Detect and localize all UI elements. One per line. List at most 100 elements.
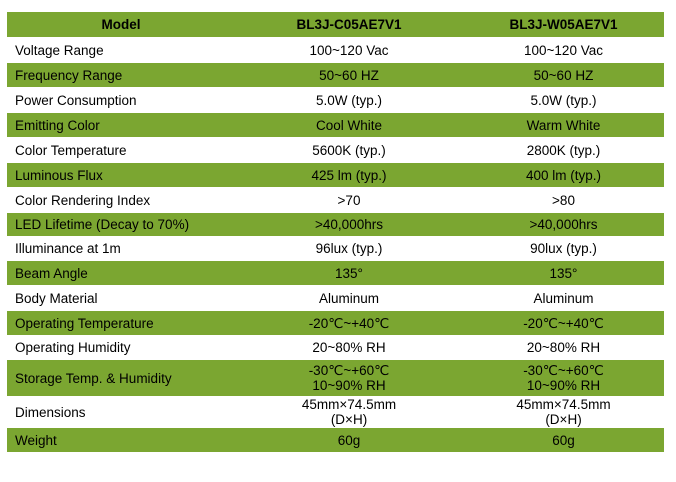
value-line: 5600K (typ.) xyxy=(312,142,386,158)
row-value-model-2: 45mm×74.5mm (D×H) xyxy=(463,396,664,428)
value-line: 100~120 Vac xyxy=(309,42,389,58)
value-line: 100~120 Vac xyxy=(524,42,603,58)
value-line: 10~90% RH xyxy=(312,378,386,393)
header-model: Model xyxy=(7,12,235,38)
row-label: Emitting Color xyxy=(7,112,235,138)
table-row: Body Material Aluminum Aluminum xyxy=(7,285,664,311)
spec-table: Model BL3J-C05AE7V1 BL3J-W05AE7V1 Voltag… xyxy=(7,12,664,453)
value-line: 10~90% RH xyxy=(526,378,601,393)
table-row: LED Lifetime (Decay to 70%) >40,000hrs >40… xyxy=(7,212,664,237)
row-value-model-2: 135° xyxy=(463,260,664,286)
row-value-model-2: 2800K (typ.) xyxy=(463,137,664,163)
value-line: 45mm×74.5mm xyxy=(301,397,397,412)
table-row: Illuminance at 1m 96lux (typ.) 90lux (typ.… xyxy=(7,236,664,261)
value-line: >70 xyxy=(337,192,361,208)
value-line: 50~60 HZ xyxy=(533,67,594,83)
value-line: 60g xyxy=(552,432,575,448)
row-value-model-2: -30℃~+60℃ 10~90% RH xyxy=(463,359,664,397)
value-line: -20℃~+40℃ xyxy=(308,315,390,331)
value-line: Aluminum xyxy=(318,290,380,306)
row-label: Luminous Flux xyxy=(7,162,235,188)
table-row: Storage Temp. & Humidity -30℃~+60℃ 10~90% … xyxy=(7,359,664,397)
row-label: Voltage Range xyxy=(7,37,235,63)
table-row: Color Temperature 5600K (typ.) 2800K (typ.… xyxy=(7,137,664,163)
value-line: 50~60 HZ xyxy=(319,67,379,83)
row-value-model-1: Cool White xyxy=(235,112,463,138)
row-value-model-2: 50~60 HZ xyxy=(463,62,664,88)
value-line: -20℃~+40℃ xyxy=(523,315,604,331)
row-label: Operating Humidity xyxy=(7,335,235,360)
value-line: 400 lm (typ.) xyxy=(525,167,602,183)
row-value-model-1: >70 xyxy=(235,187,463,213)
table-row: Dimensions 45mm×74.5mm (D×H) 45mm×74.5mm (D×… xyxy=(7,396,664,428)
value-line: Warm White xyxy=(526,117,601,133)
value-line: (D×H) xyxy=(330,412,368,427)
table-header-row: Model BL3J-C05AE7V1 BL3J-W05AE7V1 xyxy=(7,12,664,38)
value-line: >40,000hrs xyxy=(315,217,383,232)
row-value-model-2: 90lux (typ.) xyxy=(463,236,664,261)
row-value-model-2: 20~80% RH xyxy=(463,335,664,360)
value-line: -30℃~+60℃ xyxy=(308,363,390,378)
row-value-model-2: Warm White xyxy=(463,112,664,138)
row-label: Weight xyxy=(7,427,235,453)
value-line: 20~80% RH xyxy=(526,340,601,355)
value-line: 96lux (typ.) xyxy=(315,241,383,256)
value-line: Cool White xyxy=(315,117,383,133)
row-value-model-1: 45mm×74.5mm (D×H) xyxy=(235,396,463,428)
value-line: 20~80% RH xyxy=(312,340,386,355)
table-row: Voltage Range 100~120 Vac 100~120 Vac xyxy=(7,37,664,63)
row-value-model-1: 135° xyxy=(235,260,463,286)
row-value-model-2: Aluminum xyxy=(463,285,664,311)
value-line: 5.0W (typ.) xyxy=(315,92,382,108)
row-label: Beam Angle xyxy=(7,260,235,286)
row-label: Storage Temp. & Humidity xyxy=(7,359,235,397)
value-line: 60g xyxy=(337,432,361,448)
row-value-model-1: -30℃~+60℃ 10~90% RH xyxy=(235,359,463,397)
row-value-model-2: 60g xyxy=(463,427,664,453)
table-row: Weight 60g 60g xyxy=(7,427,664,453)
value-line: 135° xyxy=(549,265,578,281)
row-value-model-1: 100~120 Vac xyxy=(235,37,463,63)
table-row: Operating Humidity 20~80% RH 20~80% RH xyxy=(7,335,664,360)
row-value-model-2: >40,000hrs xyxy=(463,212,664,237)
value-line: >80 xyxy=(552,192,575,208)
row-value-model-2: 5.0W (typ.) xyxy=(463,87,664,113)
row-value-model-1: >40,000hrs xyxy=(235,212,463,237)
table-row: Luminous Flux 425 lm (typ.) 400 lm (typ.) xyxy=(7,162,664,188)
row-label: Power Consumption xyxy=(7,87,235,113)
table-body: Voltage Range 100~120 Vac 100~120 Vac Frequ… xyxy=(7,37,664,453)
row-label: Frequency Range xyxy=(7,62,235,88)
value-line: -30℃~+60℃ xyxy=(523,363,604,378)
table-row: Color Rendering Index >70 >80 xyxy=(7,187,664,213)
table-row: Frequency Range 50~60 HZ 50~60 HZ xyxy=(7,62,664,88)
value-line: >40,000hrs xyxy=(529,217,598,232)
header-model-2: BL3J-W05AE7V1 xyxy=(463,12,664,38)
row-value-model-1: 60g xyxy=(235,427,463,453)
value-line: 5.0W (typ.) xyxy=(530,92,597,108)
table-row: Power Consumption 5.0W (typ.) 5.0W (typ.) xyxy=(7,87,664,113)
row-value-model-1: 425 lm (typ.) xyxy=(235,162,463,188)
row-label: Operating Temperature xyxy=(7,310,235,336)
row-label: Body Material xyxy=(7,285,235,311)
value-line: 2800K (typ.) xyxy=(526,142,601,158)
row-value-model-1: -20℃~+40℃ xyxy=(235,310,463,336)
table-row: Emitting Color Cool White Warm White xyxy=(7,112,664,138)
row-value-model-1: 5600K (typ.) xyxy=(235,137,463,163)
row-label: Color Rendering Index xyxy=(7,187,235,213)
value-line: (D×H) xyxy=(545,412,582,427)
value-line: 425 lm (typ.) xyxy=(311,167,387,183)
table-row: Operating Temperature -20℃~+40℃ -20℃~+40℃ xyxy=(7,310,664,336)
row-value-model-1: Aluminum xyxy=(235,285,463,311)
row-value-model-1: 20~80% RH xyxy=(235,335,463,360)
row-value-model-1: 96lux (typ.) xyxy=(235,236,463,261)
row-label: Dimensions xyxy=(7,396,235,428)
value-line: 90lux (typ.) xyxy=(530,241,597,256)
row-value-model-2: -20℃~+40℃ xyxy=(463,310,664,336)
header-model-1: BL3J-C05AE7V1 xyxy=(235,12,463,38)
row-label: Illuminance at 1m xyxy=(7,236,235,261)
row-label: Color Temperature xyxy=(7,137,235,163)
row-value-model-2: 400 lm (typ.) xyxy=(463,162,664,188)
value-line: 135° xyxy=(335,265,363,281)
table-row: Beam Angle 135° 135° xyxy=(7,260,664,286)
row-value-model-2: 100~120 Vac xyxy=(463,37,664,63)
